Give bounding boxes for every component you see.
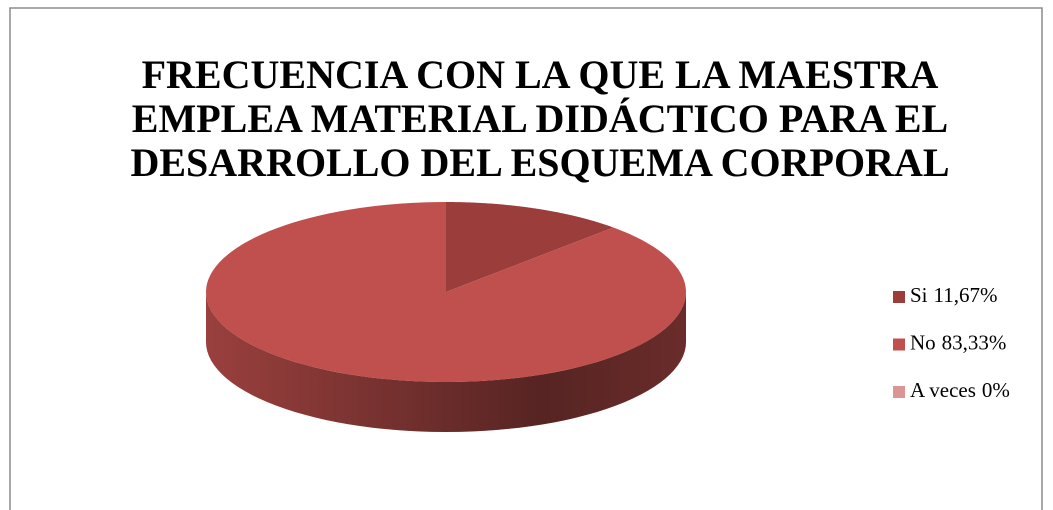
legend-label: No 83,33%	[910, 330, 1006, 354]
title-line: DESARROLLO DEL ESQUEMA CORPORAL	[130, 140, 949, 185]
title-line: FRECUENCIA CON LA QUE LA MAESTRA	[142, 52, 939, 97]
legend-swatch	[893, 386, 905, 398]
pie	[206, 202, 686, 432]
slice	[446, 202, 614, 292]
legend-name: No	[910, 330, 936, 354]
legend-name: A veces	[910, 378, 976, 402]
legend-value: 11,67%	[934, 283, 998, 307]
legend-value: 0%	[982, 378, 1010, 402]
legend-swatch	[893, 338, 905, 351]
legend-swatch	[893, 291, 905, 303]
slice	[206, 202, 686, 382]
slice-side-shade	[206, 292, 686, 432]
legend-label: A veces 0%	[910, 378, 1010, 402]
title-line: EMPLEA MATERIAL DIDÁCTICO PARA EL	[132, 96, 948, 141]
legend-name: Si	[910, 283, 928, 307]
legend-label: Si 11,67%	[910, 283, 997, 307]
legend: Si 11,67% No 83,33% A veces 0%	[893, 283, 1010, 402]
legend-value: 83,33%	[942, 330, 1007, 354]
